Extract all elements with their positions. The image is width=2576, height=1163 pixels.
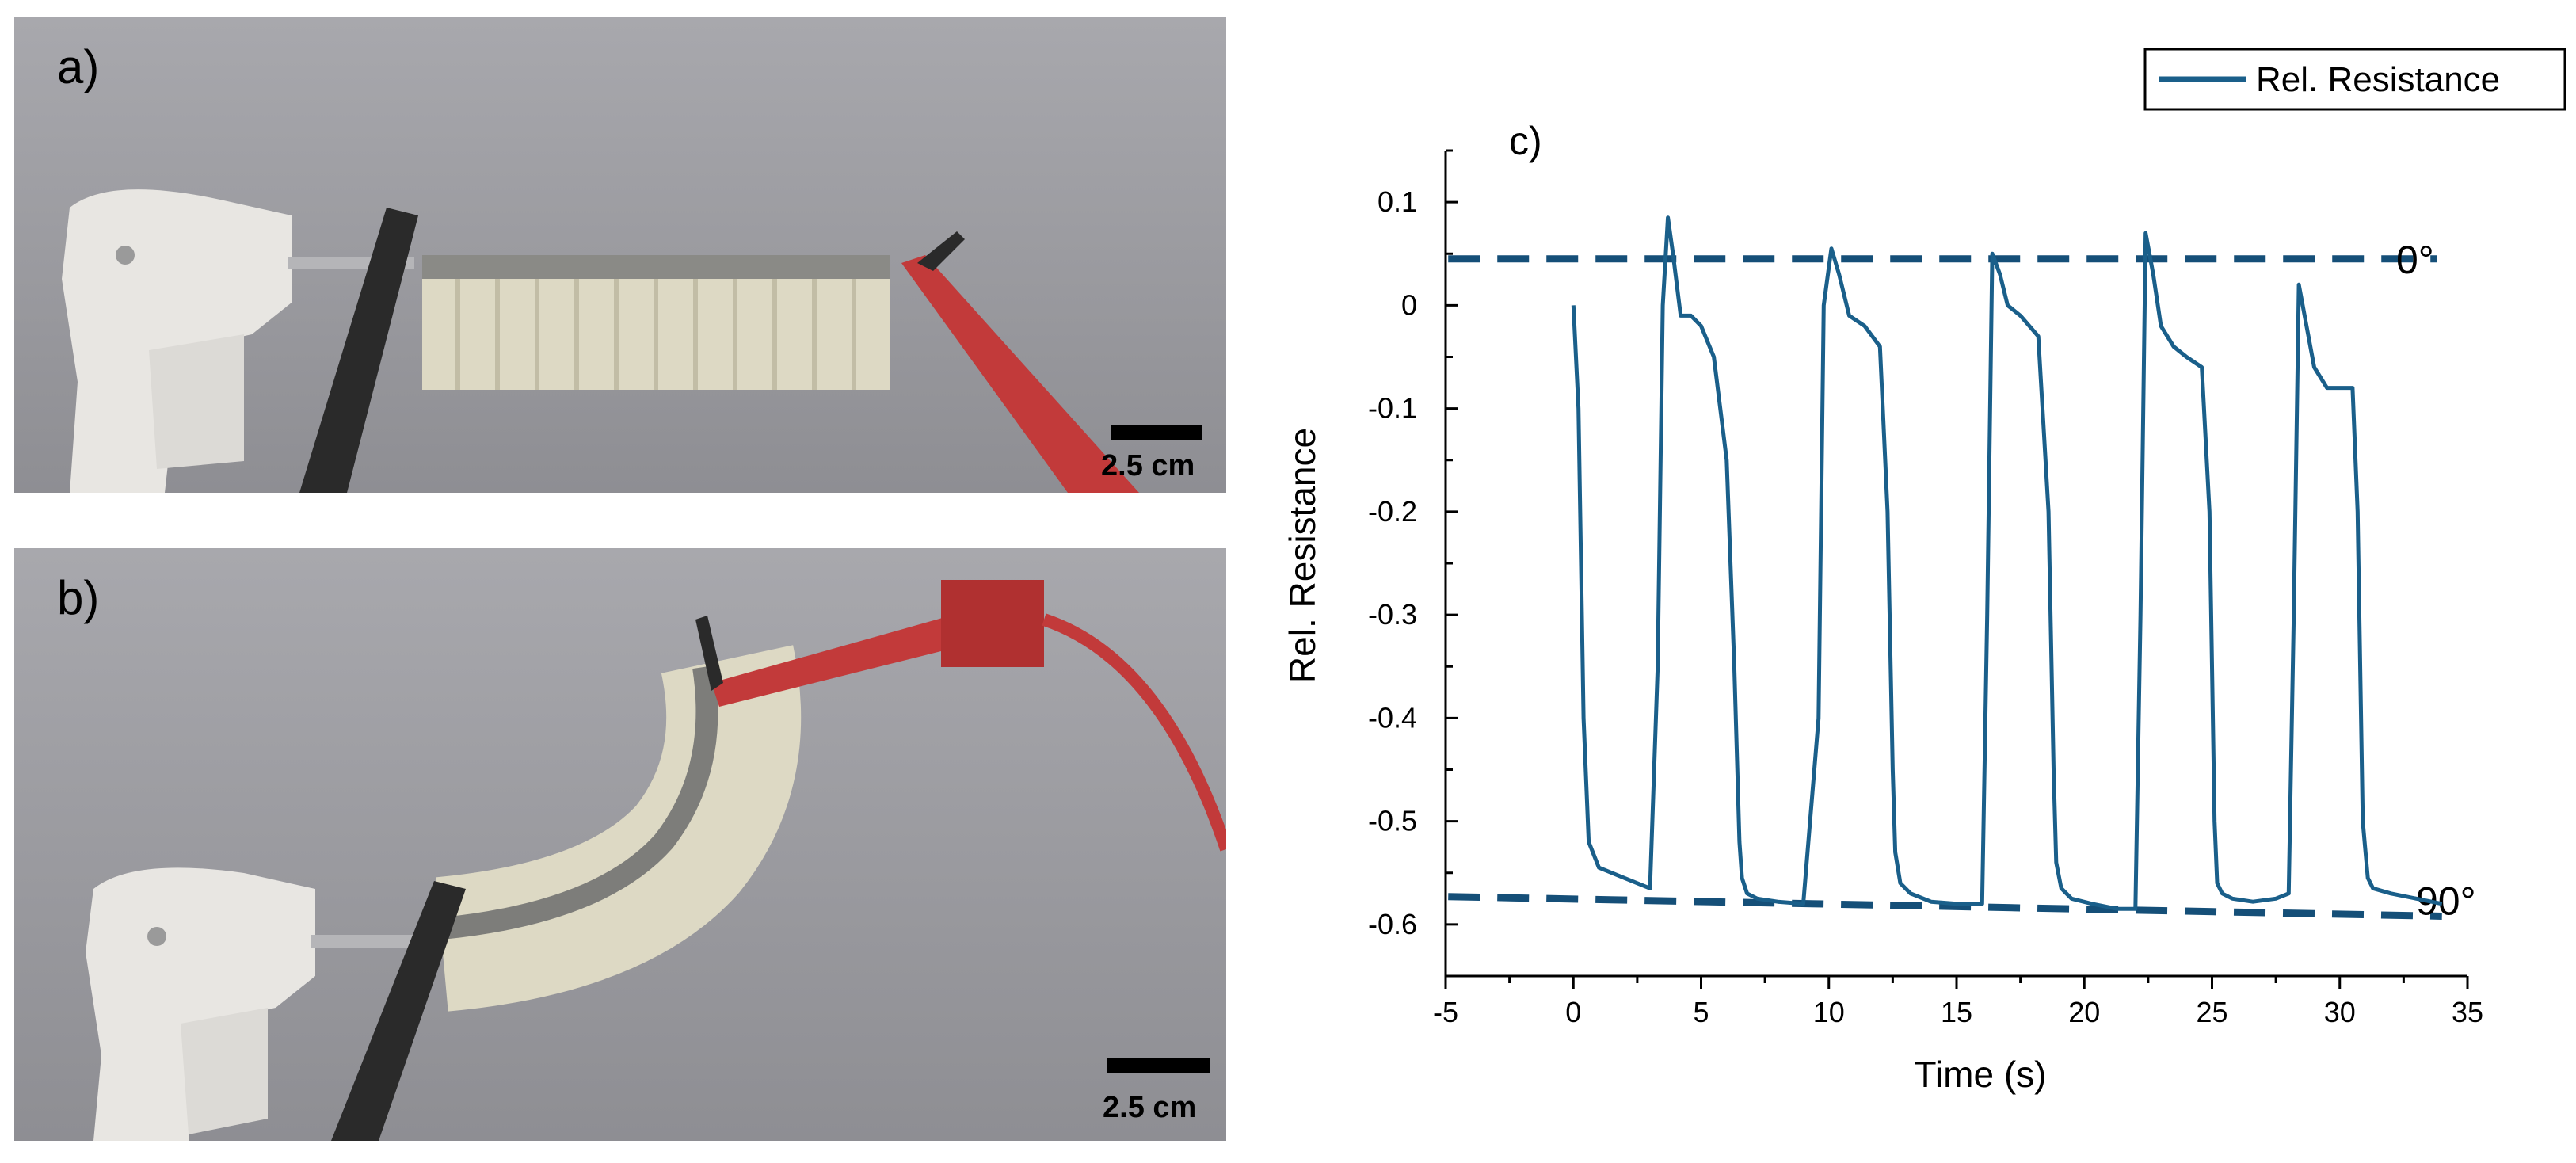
x-axis-title: Time (s): [1915, 1054, 2047, 1095]
red-probe-handle: [941, 580, 1044, 667]
resistance-chart: -5 0 5 10 15 20 25 30 35 0.1 0 -0.1 -0.2 -0.3 -0.4 -0.5…: [1282, 48, 2566, 1095]
photo-a-drawing: [14, 17, 1226, 493]
probe-clip: [917, 231, 965, 271]
x-tick-label: 35: [2452, 996, 2483, 1028]
panel-label-a: a): [57, 40, 100, 93]
red-probe: [711, 612, 973, 707]
scalebar-b-bar: [1107, 1058, 1210, 1073]
y-tick-label: 0: [1401, 288, 1417, 321]
servo-mount: [86, 867, 315, 1141]
series-line-rel-resistance: [1571, 215, 2443, 911]
scalebar-b-label: 2.5 cm: [1103, 1091, 1196, 1124]
y-tick-label: -0.4: [1368, 701, 1417, 734]
black-probe: [331, 881, 466, 1141]
scalebar-a: 2.5 cm: [1101, 449, 1195, 482]
photo-bent-actuator: [14, 548, 1226, 1141]
scalebar-a-label: 2.5 cm: [1101, 449, 1195, 482]
x-tick-label: 15: [1941, 996, 1972, 1028]
x-tick-label: 0: [1565, 996, 1581, 1028]
x-tick-label: 30: [2324, 996, 2356, 1028]
soft-actuator-bent: [435, 645, 802, 1012]
black-probe: [299, 208, 418, 493]
servo-mount: [62, 189, 292, 493]
scalebar-b: 2.5 cm: [1103, 1091, 1196, 1124]
panel-label-b: b): [57, 571, 100, 624]
y-axis-title: Rel. Resistance: [1282, 428, 1323, 683]
x-tick-label: 10: [1813, 996, 1845, 1028]
x-tick-label: 25: [2196, 996, 2227, 1028]
panel-label-c: c): [1509, 119, 1542, 163]
chart-plot: -5 0 5 10 15 20 25 30 35 0.1 0 -0.1 -0.2 -0.3 -0.4 -0.5…: [1282, 48, 2566, 1095]
y-tick-label: -0.2: [1368, 495, 1417, 528]
probe-clip: [695, 616, 723, 691]
x-tick-label: -5: [1433, 996, 1458, 1028]
y-tick-label: -0.6: [1368, 908, 1417, 940]
photo-b-drawing: [14, 548, 1226, 1141]
x-tick-label: 20: [2068, 996, 2100, 1028]
red-probe: [901, 255, 1139, 493]
soft-actuator: [422, 255, 890, 390]
shaft: [311, 935, 438, 948]
legend-label: Rel. Resistance: [2256, 60, 2500, 99]
y-tick-label: -0.5: [1368, 805, 1417, 837]
reference-line-90deg: [1448, 893, 2442, 920]
scalebar-a-bar: [1111, 425, 1202, 440]
photo-straight-actuator: [14, 17, 1226, 493]
x-tick-label: 5: [1693, 996, 1709, 1028]
y-tick-label: -0.3: [1368, 598, 1417, 631]
red-cable: [1042, 613, 1226, 852]
y-tick-label: -0.1: [1368, 392, 1417, 425]
reference-label-0deg: 0°: [2396, 238, 2434, 282]
y-tick-label: 0.1: [1378, 185, 1417, 218]
